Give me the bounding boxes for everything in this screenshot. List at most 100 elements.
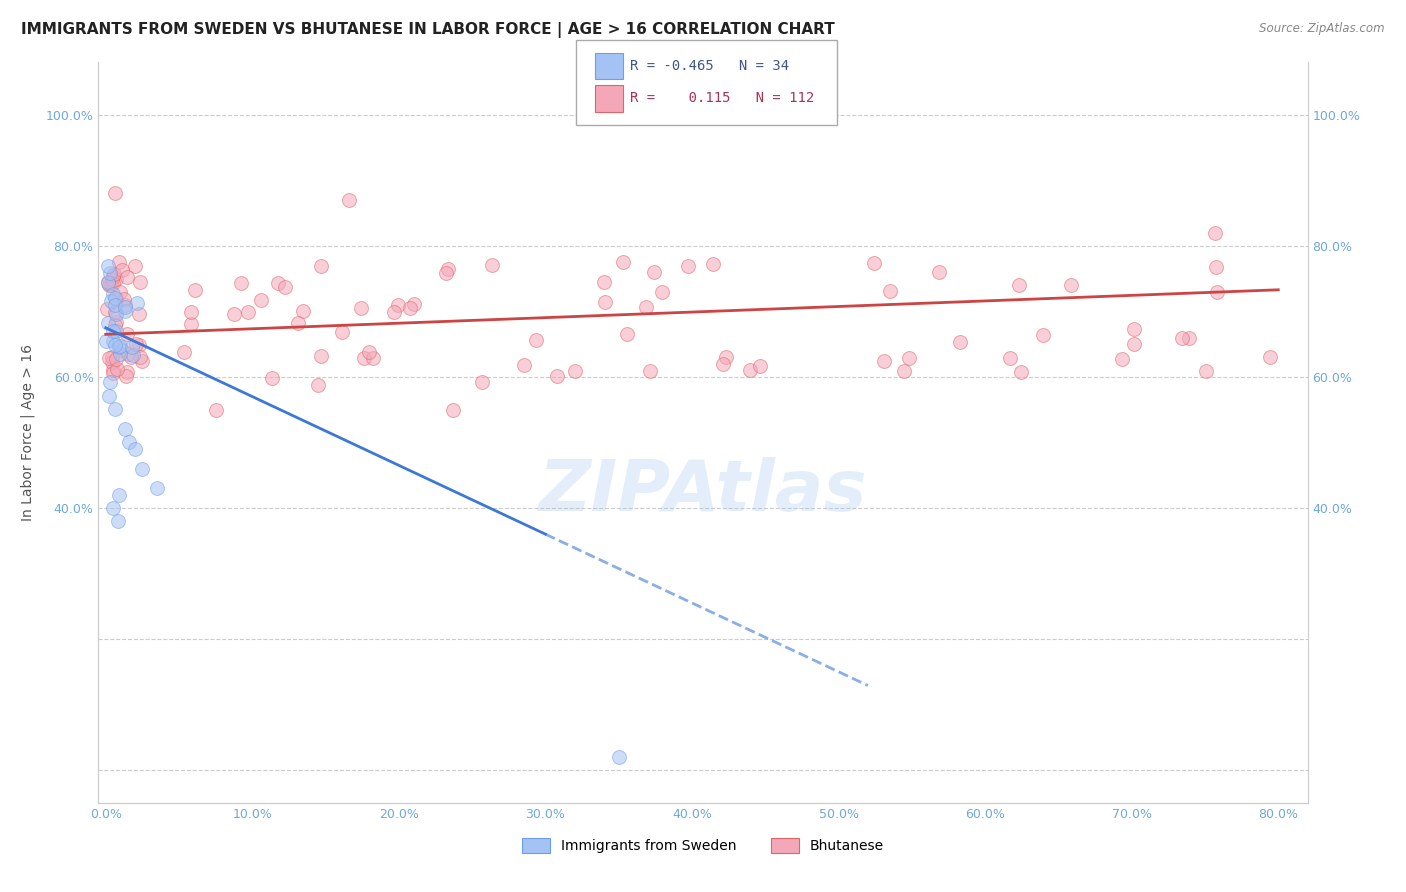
Point — [118, 435, 141, 450]
Point — [1111, 352, 1133, 367]
Point — [357, 345, 380, 359]
Point — [1060, 278, 1083, 293]
Point — [128, 275, 150, 289]
Point — [146, 481, 169, 495]
Point — [748, 359, 770, 373]
Y-axis label: In Labor Force | Age > 16: In Labor Force | Age > 16 — [20, 344, 35, 521]
Point — [879, 284, 901, 298]
Text: IMMIGRANTS FROM SWEDEN VS BHUTANESE IN LABOR FORCE | AGE > 16 CORRELATION CHART: IMMIGRANTS FROM SWEDEN VS BHUTANESE IN L… — [21, 22, 835, 38]
Point — [114, 300, 136, 314]
Point — [105, 362, 128, 376]
Point — [291, 304, 314, 318]
Point — [873, 354, 896, 368]
Point — [117, 346, 139, 360]
Point — [124, 442, 146, 456]
Point — [105, 272, 128, 286]
Point — [1206, 285, 1229, 299]
Point — [125, 336, 148, 351]
Point — [117, 365, 139, 379]
Point — [117, 327, 139, 342]
Point — [104, 291, 127, 305]
Point — [104, 305, 127, 319]
Point — [353, 351, 375, 365]
Point — [103, 276, 125, 290]
Point — [399, 301, 422, 315]
Point — [592, 275, 614, 289]
Point — [1123, 322, 1146, 336]
Point — [1195, 364, 1218, 378]
Point — [108, 488, 131, 502]
Point — [97, 317, 120, 331]
Point — [898, 351, 921, 365]
Point — [104, 315, 127, 329]
Point — [104, 186, 127, 201]
Point — [105, 352, 128, 367]
Point — [97, 277, 120, 291]
Legend: Immigrants from Sweden, Bhutanese: Immigrants from Sweden, Bhutanese — [516, 833, 890, 859]
Point — [1258, 351, 1281, 365]
Point — [274, 280, 297, 294]
Point — [863, 256, 886, 270]
Point — [108, 339, 131, 353]
Point — [98, 277, 121, 292]
Point — [616, 327, 638, 342]
Point — [309, 349, 332, 363]
Point — [714, 351, 737, 365]
Point — [112, 292, 135, 306]
Point — [131, 354, 153, 368]
Point — [443, 402, 465, 417]
Point — [111, 343, 134, 357]
Point — [98, 376, 121, 390]
Point — [101, 500, 124, 515]
Point — [267, 276, 290, 290]
Text: R =    0.115   N = 112: R = 0.115 N = 112 — [630, 91, 814, 105]
Point — [121, 340, 143, 354]
Point — [1008, 278, 1031, 293]
Point — [236, 305, 259, 319]
Point — [1010, 365, 1032, 379]
Point — [471, 375, 494, 389]
Point — [103, 338, 125, 352]
Point — [104, 402, 127, 417]
Point — [513, 359, 536, 373]
Point — [307, 377, 329, 392]
Point — [640, 364, 662, 378]
Point — [115, 270, 138, 285]
Point — [928, 265, 950, 279]
Point — [643, 265, 665, 279]
Point — [100, 294, 122, 309]
Text: Source: ZipAtlas.com: Source: ZipAtlas.com — [1260, 22, 1385, 36]
Point — [105, 307, 128, 321]
Point — [101, 324, 124, 338]
Point — [437, 262, 460, 277]
Point — [676, 259, 699, 273]
Point — [128, 337, 150, 351]
Point — [607, 750, 630, 764]
Point — [96, 275, 118, 289]
Point — [103, 267, 125, 281]
Point — [101, 355, 124, 369]
Point — [1177, 331, 1199, 345]
Point — [108, 341, 131, 355]
Point — [104, 298, 127, 312]
Point — [361, 351, 384, 366]
Point — [1204, 226, 1226, 240]
Point — [101, 268, 124, 283]
Point — [114, 298, 136, 312]
Point — [612, 255, 634, 269]
Point — [998, 351, 1021, 365]
Point — [434, 266, 457, 280]
Point — [702, 256, 724, 270]
Point — [105, 292, 128, 306]
Point — [481, 258, 503, 272]
Point — [350, 301, 373, 315]
Point — [711, 358, 734, 372]
Point — [96, 302, 118, 317]
Point — [287, 316, 309, 330]
Point — [97, 351, 120, 365]
Point — [740, 363, 762, 377]
Point — [893, 364, 915, 378]
Point — [103, 286, 125, 301]
Point — [128, 350, 150, 364]
Point — [309, 259, 332, 273]
